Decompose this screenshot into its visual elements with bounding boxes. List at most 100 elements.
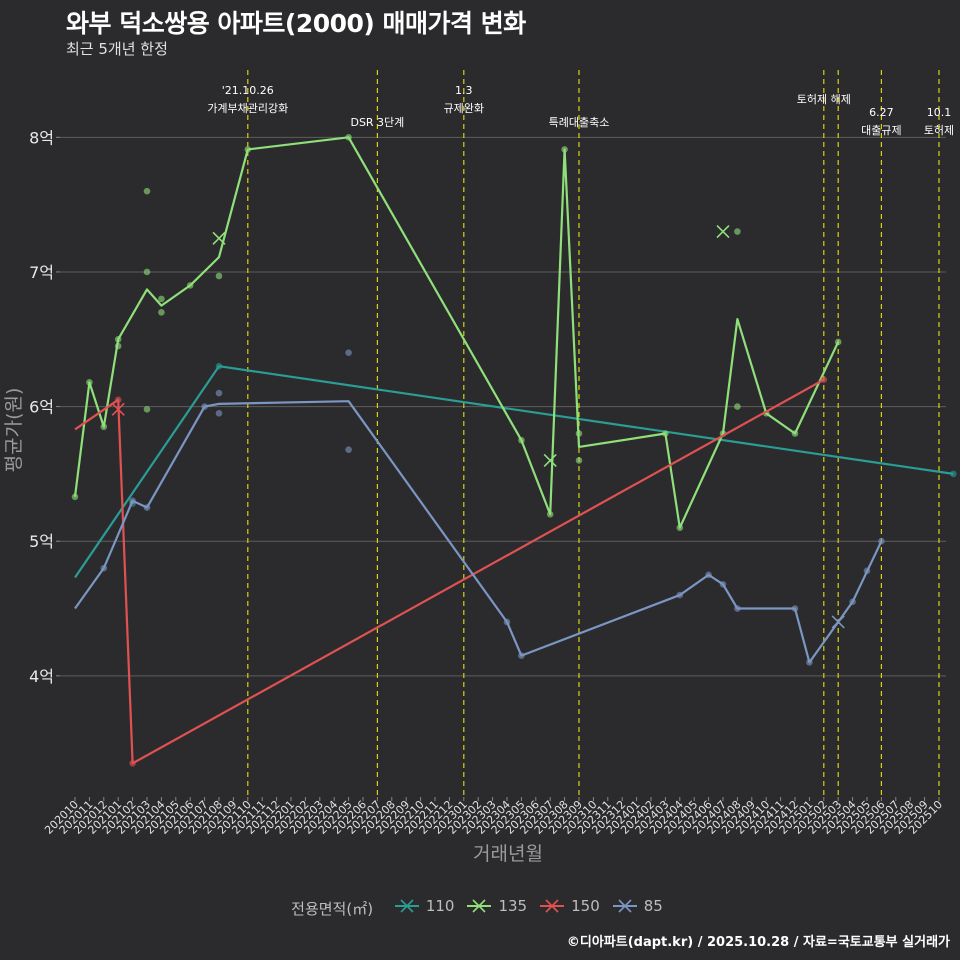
data-point <box>143 405 151 413</box>
data-point <box>719 580 727 588</box>
legend-item-150: 150 <box>539 897 600 915</box>
data-point <box>244 146 252 153</box>
event-label: 가계부채관리강화 <box>207 102 288 115</box>
legend-label: 110 <box>425 897 455 915</box>
data-point <box>215 389 223 397</box>
data-point <box>215 410 223 417</box>
series-150 <box>74 376 828 767</box>
data-point <box>158 309 165 316</box>
legend-item-85: 85 <box>612 897 663 915</box>
legend-label: 135 <box>498 897 528 915</box>
data-point <box>129 497 136 505</box>
data-point <box>114 335 122 343</box>
data-point <box>215 272 223 280</box>
data-point <box>820 376 828 383</box>
data-point-cross <box>831 615 845 629</box>
y-tick-label: 7억 <box>29 263 54 282</box>
data-point <box>345 446 352 453</box>
data-point <box>575 457 583 464</box>
data-point <box>561 146 568 153</box>
data-point <box>806 659 813 666</box>
event-label: 토허제 해제 <box>797 92 851 106</box>
data-point <box>143 268 151 276</box>
data-point <box>86 379 93 386</box>
data-point <box>950 470 957 478</box>
series-line-150 <box>74 378 825 765</box>
series-135 <box>71 134 842 532</box>
y-tick-label: 4억 <box>29 667 54 686</box>
data-point <box>849 598 856 606</box>
chart-subtitle: 최근 5개년 한정 <box>66 40 168 58</box>
series-85 <box>74 349 885 666</box>
data-point <box>215 362 223 370</box>
series-layer <box>71 134 957 767</box>
data-point-cross <box>212 231 226 245</box>
gridlines <box>60 136 946 677</box>
data-point <box>518 436 525 444</box>
data-point <box>71 493 79 501</box>
event-label: 대출규제 <box>861 124 901 137</box>
data-point <box>100 564 108 572</box>
legend-label: 150 <box>571 897 600 915</box>
series-110 <box>74 362 957 579</box>
data-point <box>834 338 842 346</box>
legend-title: 전용면적(㎡) <box>291 900 374 918</box>
legend-label: 85 <box>643 897 663 915</box>
series-line-135 <box>73 136 840 529</box>
data-point <box>863 567 871 575</box>
series-line-110 <box>74 365 954 579</box>
event-label: 1.3 <box>455 84 473 97</box>
data-point <box>158 295 165 303</box>
data-point <box>186 282 194 289</box>
data-point <box>575 430 583 437</box>
y-tick-label: 5억 <box>29 532 54 551</box>
data-point <box>791 430 799 437</box>
data-point <box>676 524 684 532</box>
event-label: 규제완화 <box>444 102 484 115</box>
legend-item-110: 110 <box>394 897 455 915</box>
data-point <box>100 423 108 431</box>
data-point-cross <box>543 453 557 467</box>
data-point <box>114 396 122 404</box>
data-point <box>345 349 352 357</box>
y-tick-label: 6억 <box>29 398 54 417</box>
data-point <box>878 537 885 545</box>
data-point-cross <box>111 402 125 416</box>
data-point <box>734 228 741 235</box>
y-axis-label: 평균가(원) <box>3 388 25 473</box>
data-point <box>734 605 741 612</box>
data-point <box>676 591 684 599</box>
data-point <box>345 134 352 141</box>
axes: 4억5억6억7억8억202010202011202012202101202102… <box>29 128 945 837</box>
chart-title: 와부 덕소쌍용 아파트(2000) 매매가격 변화 <box>66 9 526 38</box>
data-point <box>662 430 669 437</box>
data-point <box>518 652 525 659</box>
data-point <box>143 504 151 511</box>
event-label: 특례대출축소 <box>549 116 610 129</box>
caption: ©디아파트(dapt.kr) / 2025.10.28 / 자료=국토교통부 실… <box>566 935 950 950</box>
data-point <box>734 403 741 410</box>
data-point <box>143 187 151 195</box>
data-point <box>705 571 712 579</box>
data-point <box>503 618 511 626</box>
legend-item-135: 135 <box>466 897 527 915</box>
data-point <box>791 605 799 612</box>
data-point-cross <box>716 224 730 239</box>
legend-key-icon <box>540 899 565 913</box>
legend: 전용면적(㎡) 110 135 150 85 <box>0 897 960 919</box>
event-label: 6.27 <box>869 106 894 119</box>
series-line-85 <box>74 400 883 664</box>
event-label: 토허제 <box>924 124 954 137</box>
event-label: 10.1 <box>927 106 952 119</box>
data-point <box>114 342 122 350</box>
legend-key-icon <box>394 899 419 913</box>
y-tick-label: 8억 <box>29 128 54 147</box>
event-label: DSR 3단계 <box>350 116 404 129</box>
data-point <box>129 760 136 767</box>
x-axis-label: 거래년월 <box>473 843 543 865</box>
legend-key-icon <box>612 899 637 913</box>
legend-key-icon <box>467 899 492 913</box>
event-label: '21.10.26 <box>222 84 274 97</box>
